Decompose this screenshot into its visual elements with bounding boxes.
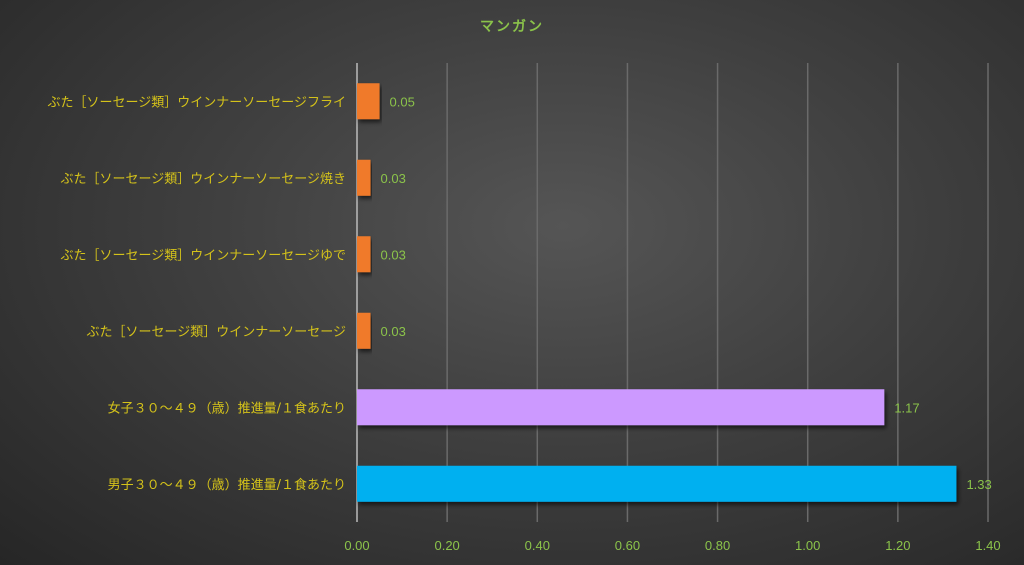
category-label: ぶた［ソーセージ類］ウインナーソーセージ (87, 325, 346, 340)
category-label: 男子３０～４９（歳）推進量/１食あたり (108, 477, 346, 493)
bar (357, 83, 380, 120)
x-tick-label: 0.60 (615, 538, 640, 553)
x-tick-label: 1.20 (885, 538, 910, 553)
category-label: ぶた［ソーセージ類］ウインナーソーセージフライ (48, 95, 346, 110)
data-label: 0.03 (381, 247, 406, 262)
bar (357, 312, 371, 349)
category-label: ぶた［ソーセージ類］ウインナーソーセージ焼き (61, 172, 346, 187)
chart-title: マンガン (480, 19, 544, 35)
x-tick-label: 1.40 (975, 538, 1000, 553)
bar (357, 159, 371, 196)
x-tick-label: 0.20 (434, 538, 459, 553)
data-label: 1.17 (894, 400, 919, 415)
x-tick-label: 0.00 (344, 538, 369, 553)
data-label: 0.05 (390, 94, 415, 109)
data-label: 0.03 (381, 324, 406, 339)
x-tick-label: 0.40 (525, 538, 550, 553)
bar (357, 465, 957, 502)
x-tick-label: 1.00 (795, 538, 820, 553)
bar (357, 236, 371, 273)
data-label: 0.03 (381, 171, 406, 186)
category-label: ぶた［ソーセージ類］ウインナーソーセージゆで (61, 248, 346, 263)
category-label: 女子３０～４９（歳）推進量/１食あたり (108, 400, 346, 416)
data-label: 1.33 (966, 477, 991, 492)
bar (357, 389, 885, 426)
x-tick-label: 0.80 (705, 538, 730, 553)
